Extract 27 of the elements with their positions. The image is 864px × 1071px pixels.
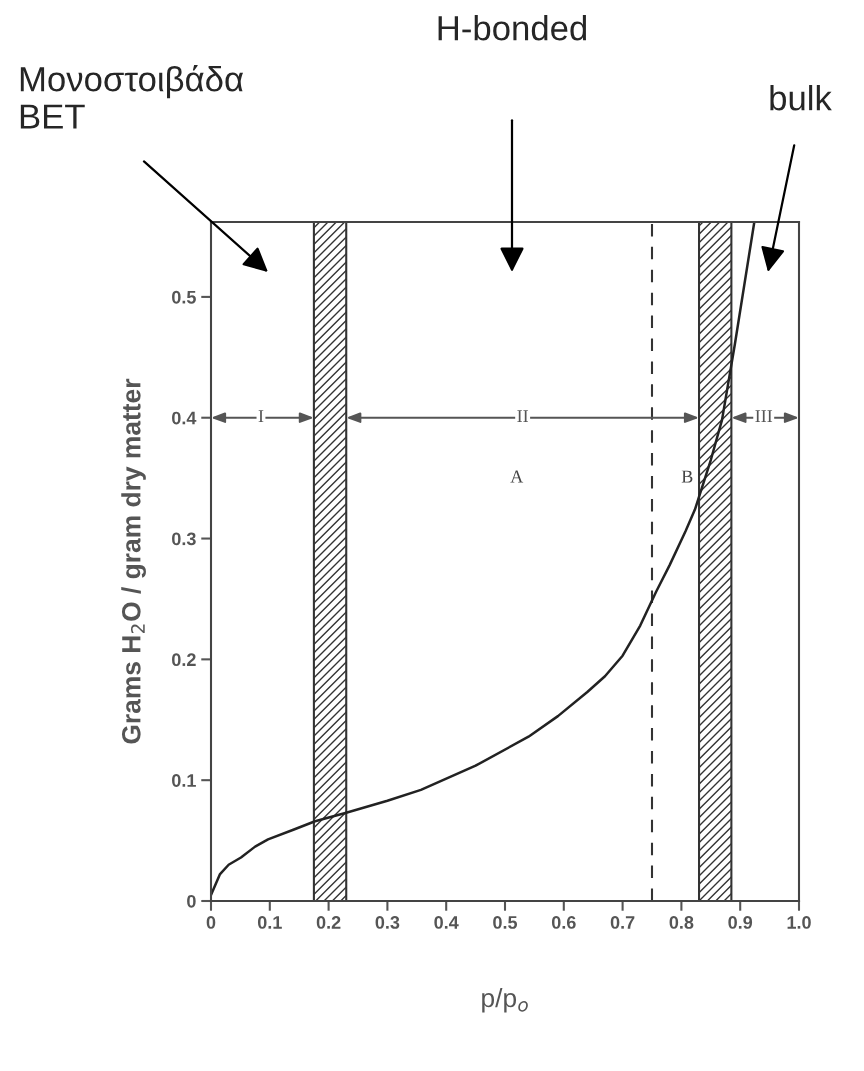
x-tick-label: 0.5 [493, 916, 518, 929]
annotation: II [517, 410, 529, 423]
x-tick-label: 0.1 [257, 916, 282, 929]
y-tick-label: 0 [187, 894, 196, 908]
text: H-bonded [438, 15, 587, 41]
x-tick-label: 0.7 [610, 916, 635, 929]
y-axis-title: Grams H$_{2}$O / gram dry matter [121, 378, 146, 744]
x-tick-label: 0.9 [728, 916, 753, 929]
y-tick-label: 0.4 [172, 411, 197, 425]
y-tick-label: 0.5 [172, 290, 196, 304]
x-axis-title: p/p$_{o}$ [482, 987, 528, 1013]
y-tick-label: 0.1 [172, 774, 196, 787]
x-tick-label: 0.8 [669, 916, 694, 929]
annotation: B [681, 470, 693, 483]
annotation: III [755, 410, 773, 423]
y-tick-label: 0.3 [172, 532, 196, 546]
x-tick-label: 0.2 [316, 916, 341, 929]
x-tick-label: 1.0 [787, 916, 811, 929]
annotation: I [258, 410, 264, 423]
x-tick-label: 0.6 [551, 916, 576, 929]
text: bulk [770, 85, 832, 111]
x-tick-label: 0 [206, 916, 216, 929]
y-tick-label: 0.2 [172, 653, 196, 667]
annotation: A [510, 470, 524, 483]
x-tick-label: 0.4 [434, 916, 459, 929]
x-tick-label: 0.3 [375, 916, 400, 929]
text: Μονοστοιβάδα BET [20, 65, 244, 129]
